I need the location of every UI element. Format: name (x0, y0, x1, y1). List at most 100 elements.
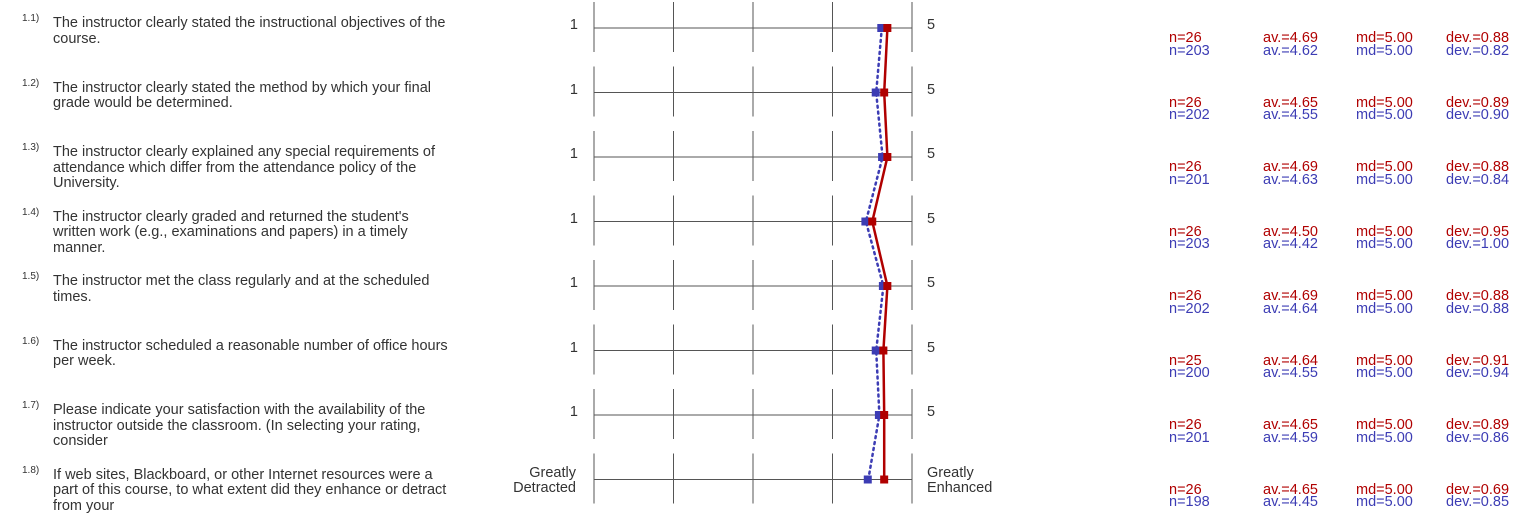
stat-av: av.=4.42 (1263, 236, 1318, 252)
comparison-point (877, 24, 886, 32)
scale-max-label: Greatly Enhanced (927, 464, 993, 496)
stat-md: md=5.00 (1356, 365, 1413, 381)
stat-n: n=203 (1169, 42, 1210, 59)
stat-md: md=5.00 (1356, 481, 1413, 498)
stat-av: av.=4.69 (1263, 159, 1318, 175)
stat-av: av.=4.65 (1263, 417, 1318, 433)
stat-md: md=5.00 (1356, 352, 1413, 369)
stat-dev: dev.=0.88 (1446, 300, 1510, 317)
stat-av: av.=4.65 (1263, 94, 1318, 111)
course-point (868, 217, 877, 226)
stat-dev: dev.=0.88 (1446, 288, 1510, 304)
comparison-point (878, 153, 887, 161)
stat-dev: dev.=0.88 (1446, 30, 1510, 46)
stat-n: n=26 (1169, 159, 1202, 175)
comparison-point (871, 88, 880, 97)
question-text: The instructor clearly stated the instru… (53, 16, 446, 47)
stat-av: av.=4.63 (1263, 171, 1318, 188)
stat-md: md=5.00 (1356, 429, 1413, 446)
scale-min-label: 1 (569, 275, 578, 291)
stat-md: md=5.00 (1356, 288, 1413, 304)
stat-md: md=5.00 (1356, 42, 1413, 59)
stat-dev: dev.=0.88 (1446, 159, 1510, 175)
question-number: 1.5) (22, 271, 40, 282)
stat-n: n=26 (1169, 94, 1202, 111)
course-series-line (871, 27, 889, 480)
stat-av: av.=4.59 (1263, 429, 1318, 446)
stat-n: n=201 (1169, 429, 1210, 446)
stat-av: av.=4.64 (1263, 300, 1318, 317)
comparison-point (871, 346, 880, 355)
scale-max-label: 5 (927, 275, 936, 291)
stat-av: av.=4.65 (1263, 481, 1318, 498)
stat-md: md=5.00 (1356, 159, 1413, 175)
stat-dev: dev.=0.69 (1446, 481, 1510, 498)
scale-min-label: Greatly Detracted (513, 464, 576, 496)
course-point (880, 475, 889, 484)
stat-n: n=202 (1169, 107, 1210, 123)
question-number: 1.2) (22, 77, 40, 89)
stat-av: av.=4.55 (1263, 107, 1318, 123)
scale-max-label: 5 (927, 339, 936, 356)
stat-n: n=201 (1169, 171, 1210, 188)
scale-min-label: 1 (569, 210, 578, 227)
course-point (880, 411, 889, 419)
stat-dev: dev.=0.82 (1446, 42, 1510, 59)
stat-md: md=5.00 (1356, 300, 1413, 317)
scale-max-label: 5 (927, 17, 936, 33)
question-text: Please indicate your satisfaction with t… (53, 403, 426, 449)
course-point (883, 282, 892, 290)
stat-av: av.=4.50 (1263, 223, 1318, 240)
stat-n: n=200 (1169, 365, 1210, 381)
question-number: 1.6) (22, 335, 40, 347)
stat-av: av.=4.64 (1263, 352, 1318, 369)
stat-dev: dev.=0.94 (1446, 365, 1510, 381)
stat-md: md=5.00 (1356, 30, 1413, 46)
scale-max-label: 5 (927, 404, 936, 420)
stat-md: md=5.00 (1356, 171, 1413, 188)
scale-max-label: 5 (927, 81, 936, 98)
stat-av: av.=4.45 (1263, 494, 1318, 510)
stat-dev: dev.=0.84 (1446, 171, 1510, 188)
scale-min-label: 1 (569, 81, 578, 98)
stat-dev: dev.=0.86 (1446, 429, 1510, 446)
stat-md: md=5.00 (1356, 223, 1413, 240)
stat-md: md=5.00 (1356, 494, 1413, 510)
question-text: The instructor clearly explained any spe… (53, 145, 436, 191)
question-number: 1.7) (22, 400, 40, 411)
scale-min-label: 1 (569, 146, 578, 162)
stat-dev: dev.=0.89 (1446, 417, 1510, 433)
question-text: If web sites, Blackboard, or other Inter… (53, 467, 447, 514)
stat-dev: dev.=0.95 (1446, 223, 1510, 240)
question-number: 1.8) (22, 464, 40, 476)
stat-av: av.=4.55 (1263, 365, 1318, 381)
stat-av: av.=4.62 (1263, 42, 1318, 59)
stat-md: md=5.00 (1356, 417, 1413, 433)
stat-n: n=203 (1169, 236, 1210, 252)
scale-min-label: 1 (569, 17, 578, 33)
question-number: 1.4) (22, 206, 40, 218)
question-text: The instructor met the class regularly a… (53, 274, 430, 305)
course-point (880, 88, 889, 97)
stat-n: n=26 (1169, 223, 1202, 240)
comparison-point (863, 475, 872, 484)
stat-n: n=26 (1169, 288, 1202, 304)
stat-dev: dev.=0.85 (1446, 494, 1510, 510)
stat-n: n=202 (1169, 300, 1210, 317)
question-number: 1.3) (22, 142, 40, 153)
stat-dev: dev.=0.90 (1446, 107, 1510, 123)
stat-dev: dev.=1.00 (1446, 236, 1510, 252)
question-text: The instructor clearly graded and return… (53, 209, 409, 256)
stat-dev: dev.=0.89 (1446, 94, 1510, 111)
stat-n: n=26 (1169, 30, 1202, 46)
stat-n: n=26 (1169, 481, 1202, 498)
stat-n: n=25 (1169, 352, 1202, 369)
stat-md: md=5.00 (1356, 107, 1413, 123)
comparison-point (861, 217, 870, 226)
stat-av: av.=4.69 (1263, 288, 1318, 304)
comparison-series-line (864, 26, 885, 481)
comparison-point (878, 282, 887, 290)
stat-md: md=5.00 (1356, 236, 1413, 252)
scale-max-label: 5 (927, 146, 936, 162)
